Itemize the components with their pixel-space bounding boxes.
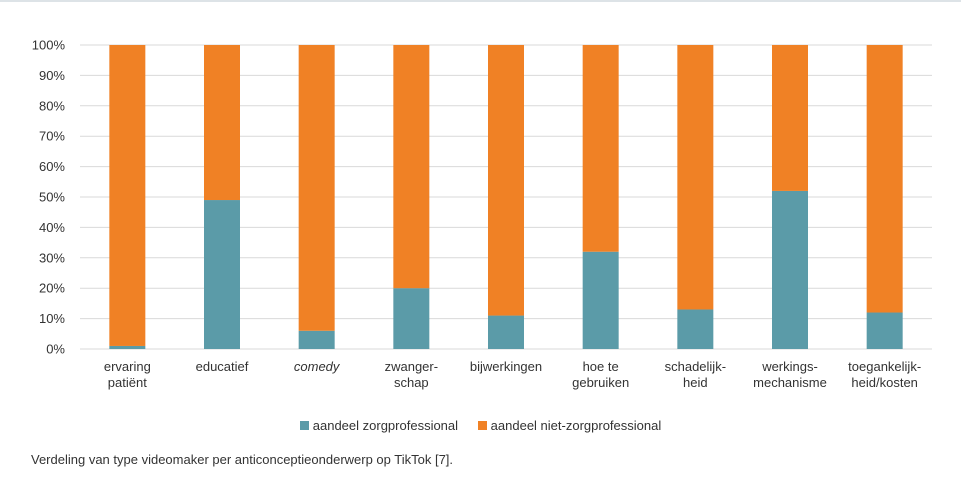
bar-segment-zorgprofessional xyxy=(204,200,240,349)
legend: aandeel zorgprofessional aandeel niet-zo… xyxy=(0,418,961,433)
bar-segment-niet-zorgprofessional xyxy=(204,45,240,201)
y-tick-label: 10% xyxy=(39,311,65,326)
bar-segment-niet-zorgprofessional xyxy=(109,45,146,346)
x-category-label: schap xyxy=(394,375,429,390)
bar-segment-niet-zorgprofessional xyxy=(582,45,619,252)
x-category-label: werkings- xyxy=(761,359,818,374)
x-category-label: schadelijk- xyxy=(665,359,726,374)
stacked-bar-chart: 0% 10% 20% 30% 40% 50% 60% 70% 80% 90% 100% ervari… xyxy=(32,38,932,390)
bar-segment-zorgprofessional xyxy=(298,330,335,349)
y-tick-label: 30% xyxy=(39,250,65,265)
bar-segment-niet-zorgprofessional xyxy=(677,45,714,310)
legend-swatch-niet-zorgprofessional xyxy=(477,421,487,430)
bar-segment-zorgprofessional xyxy=(393,288,430,349)
legend-label-niet-zorgprofessional: aandeel niet-zorgprofessional xyxy=(490,418,662,433)
x-category-label: comedy xyxy=(294,359,341,374)
y-tick-label: 100% xyxy=(32,38,66,53)
x-category-label: toegankelijk- xyxy=(848,359,921,374)
y-tick-label: 60% xyxy=(39,159,65,174)
y-tick-label: 0% xyxy=(46,342,65,357)
legend-label-zorgprofessional: aandeel zorgprofessional xyxy=(312,418,459,433)
y-axis-ticks: 0% 10% 20% 30% 40% 50% 60% 70% 80% 90% 100% xyxy=(32,38,66,357)
x-category-label: hoe te xyxy=(583,359,619,374)
x-category-label: zwanger- xyxy=(385,359,438,374)
x-category-label: ervaring xyxy=(104,359,151,374)
bar-segment-zorgprofessional xyxy=(109,345,146,349)
legend-swatch-zorgprofessional xyxy=(299,421,309,430)
x-category-label: gebruiken xyxy=(572,375,629,390)
bar-segment-niet-zorgprofessional xyxy=(772,45,808,191)
y-tick-label: 80% xyxy=(39,98,65,113)
bar-segment-zorgprofessional xyxy=(772,190,808,349)
y-tick-label: 90% xyxy=(39,68,65,83)
x-category-label: bijwerkingen xyxy=(470,359,542,374)
y-tick-label: 20% xyxy=(39,281,65,296)
bars xyxy=(109,45,903,349)
legend-item-zorgprofessional: aandeel zorgprofessional xyxy=(299,418,459,433)
x-category-label: mechanisme xyxy=(753,375,827,390)
x-category-label: educatief xyxy=(196,359,249,374)
legend-item-niet-zorgprofessional: aandeel niet-zorgprofessional xyxy=(477,418,662,433)
y-tick-label: 70% xyxy=(39,129,65,144)
x-category-label: heid xyxy=(683,375,708,390)
y-tick-label: 40% xyxy=(39,220,65,235)
bar-segment-niet-zorgprofessional xyxy=(298,45,335,331)
bar-segment-zorgprofessional xyxy=(866,312,903,349)
x-category-label: patiënt xyxy=(108,375,147,390)
x-category-label: heid/kosten xyxy=(851,375,918,390)
top-divider xyxy=(0,0,961,2)
bar-segment-zorgprofessional xyxy=(582,251,619,349)
bar-segment-niet-zorgprofessional xyxy=(488,45,524,316)
figure-caption: Verdeling van type videomaker per antico… xyxy=(31,452,454,467)
bar-segment-zorgprofessional xyxy=(677,309,714,349)
y-tick-label: 50% xyxy=(39,190,65,205)
bar-segment-zorgprofessional xyxy=(488,315,524,349)
bar-segment-niet-zorgprofessional xyxy=(393,45,430,289)
bar-segment-niet-zorgprofessional xyxy=(866,45,903,313)
